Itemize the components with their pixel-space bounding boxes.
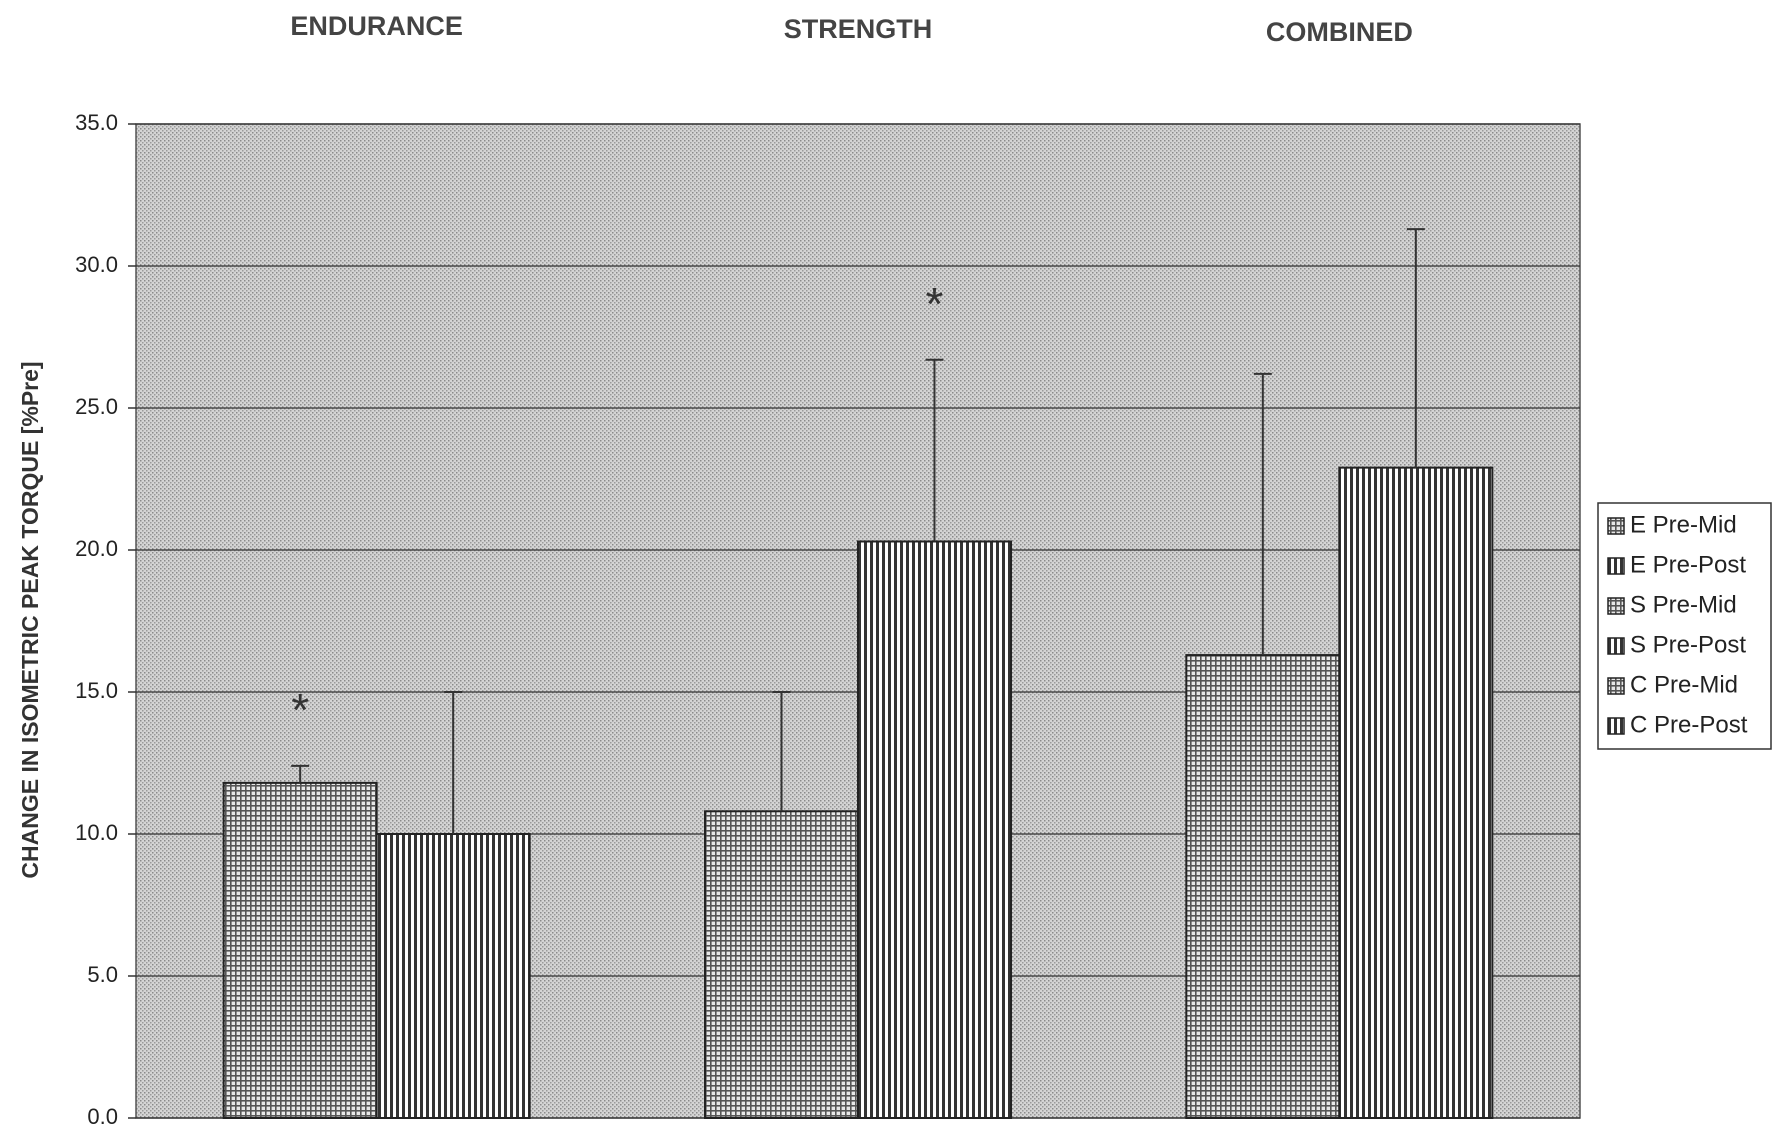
legend-swatch [1607, 677, 1625, 695]
y-tick-label: 35.0 [75, 110, 118, 135]
legend-label: C Pre-Mid [1630, 671, 1738, 698]
bar [375, 833, 531, 1119]
legend-swatch [1607, 597, 1625, 615]
legend-label: E Pre-Mid [1630, 511, 1737, 538]
legend-swatch [1607, 637, 1625, 655]
legend-swatch [1607, 517, 1625, 535]
annotation: * [291, 684, 309, 736]
category-label: COMBINED [1266, 17, 1413, 47]
legend-label: S Pre-Mid [1630, 591, 1737, 618]
y-tick-label: 0.0 [87, 1104, 118, 1129]
legend-box [1597, 502, 1772, 750]
legend-label: E Pre-Post [1630, 551, 1746, 578]
y-tick-label: 10.0 [75, 820, 118, 845]
bar [704, 810, 859, 1120]
legend-label: C Pre-Post [1630, 711, 1748, 738]
y-tick-label: 15.0 [75, 678, 118, 703]
y-tick-label: 25.0 [75, 394, 118, 419]
y-tick-label: 30.0 [75, 252, 118, 277]
legend-swatch [1607, 717, 1625, 735]
category-label: STRENGTH [784, 14, 933, 44]
y-axis-label: CHANGE IN ISOMETRIC PEAK TORQUE [%Pre] [17, 361, 43, 878]
annotation: * [926, 278, 944, 330]
legend-label: S Pre-Post [1630, 631, 1746, 658]
category-label: ENDURANCE [290, 11, 463, 41]
legend-swatch [1607, 557, 1625, 575]
bar [857, 540, 1012, 1119]
y-tick-label: 5.0 [87, 962, 118, 987]
bar [1338, 466, 1494, 1119]
bar [222, 781, 378, 1119]
bar [1185, 654, 1341, 1120]
y-tick-label: 20.0 [75, 536, 118, 561]
